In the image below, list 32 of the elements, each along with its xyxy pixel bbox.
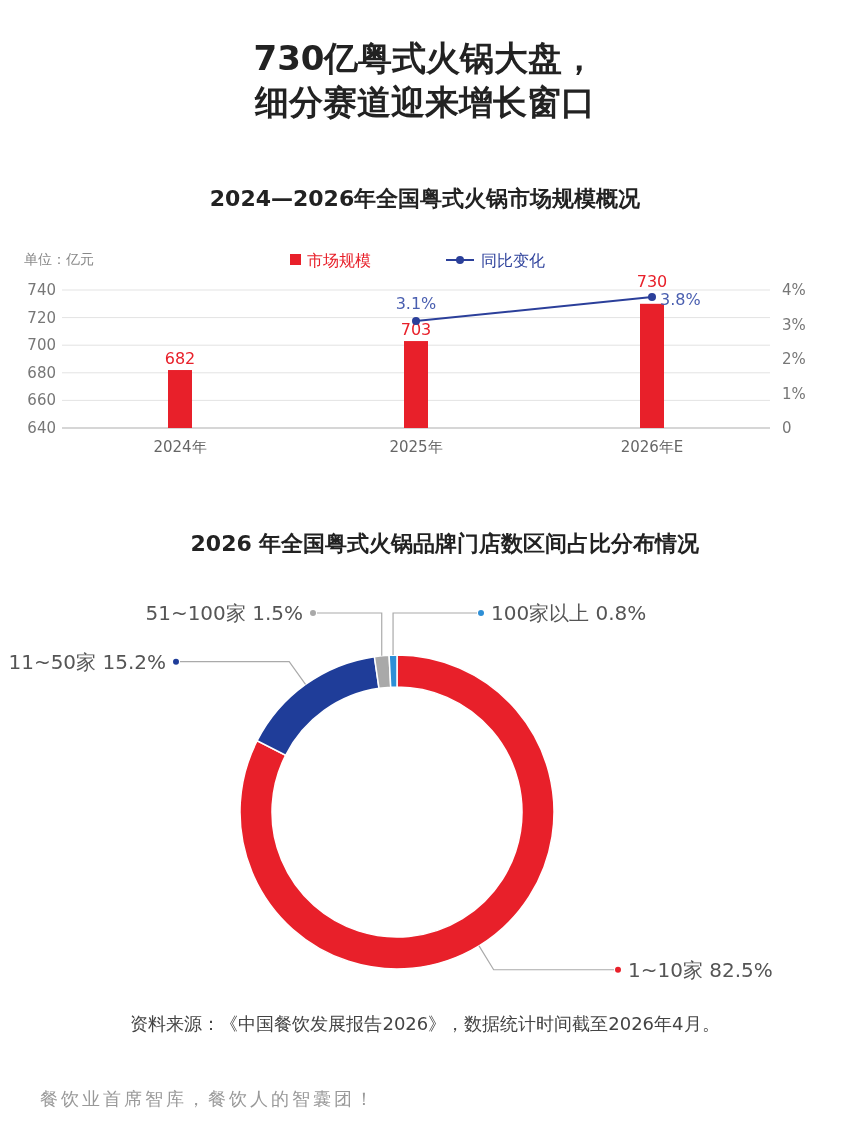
y-tick-label: 660	[27, 391, 56, 410]
chart-title: 2026 年全国粤式火锅品牌门店数区间占比分布情况	[190, 531, 701, 556]
y-axis-title: 单位：亿元	[24, 251, 94, 267]
donut-slice	[239, 654, 555, 970]
y-tick-label: 740	[27, 281, 56, 299]
y-tick-label: 680	[27, 363, 56, 382]
data-label: 703	[400, 320, 432, 340]
data-label: 3.8%	[660, 289, 701, 309]
x-tick-label: 2025年	[389, 438, 443, 456]
legend-label: 同比变化	[481, 251, 545, 270]
y2-tick-label: 2%	[782, 350, 806, 368]
y2-tick-label: 0	[782, 419, 792, 437]
text: 资料来源：《中国餐饮发展报告2026》，数据统计时间截至2026年4月。	[130, 1013, 720, 1034]
y-tick-label: 700	[27, 336, 56, 355]
legend-label: 100家以上 0.8%	[491, 601, 647, 625]
legend-label: 1~10家 82.5%	[628, 957, 773, 982]
slice-label: 51~100家 1.5%	[145, 601, 303, 625]
legend-label: 市场规模	[307, 251, 371, 270]
data-label: 682	[164, 349, 196, 369]
y-tick-label: 640	[27, 419, 56, 437]
y2-tick-label: 1%	[782, 384, 806, 403]
x-tick-label: 2026年E	[620, 438, 684, 456]
y-tick-label: 720	[27, 308, 56, 327]
slice-label: 11~50家 15.2%	[8, 649, 166, 674]
y2-tick-label: 4%	[782, 281, 806, 299]
x-tick-label: 2024年	[153, 438, 207, 456]
data-label: 730	[636, 271, 668, 291]
data-label: 3.1%	[395, 294, 437, 314]
chart-title: 730亿粤式火锅大盘，细分赛道迎来增长窗口	[253, 38, 597, 122]
chart-subtitle: 2024—2026年全国粤式火锅市场规模概况	[209, 186, 642, 211]
y2-tick-label: 3%	[782, 315, 806, 334]
text: 餐饮业首席智库，餐饮人的智囊团！	[40, 1088, 376, 1109]
